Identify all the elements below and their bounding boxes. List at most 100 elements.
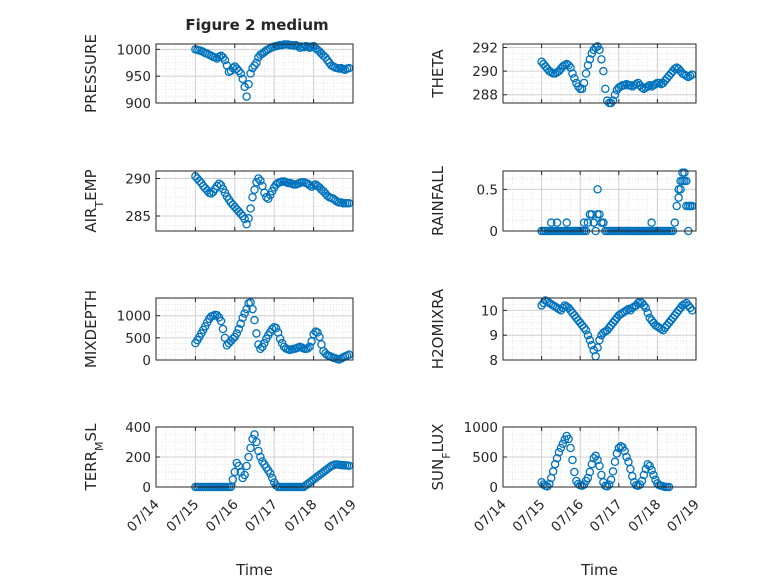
y-tick-label: 9 <box>489 328 498 344</box>
y-tick-label: 0.5 <box>477 182 498 198</box>
data-point <box>236 69 245 78</box>
data-point <box>564 60 573 70</box>
y-tick-label: 400 <box>125 420 151 436</box>
data-point <box>585 467 595 477</box>
data-point <box>234 461 243 471</box>
y-axis-label: PRESSURE <box>82 34 100 113</box>
data-point <box>271 481 281 490</box>
data-point <box>643 459 653 469</box>
data-point <box>587 459 597 469</box>
subplot-4: 0 0.5 RAINFALL <box>429 165 697 240</box>
data-point <box>612 449 622 458</box>
data-point <box>568 69 577 78</box>
data-point <box>589 453 598 463</box>
data-point <box>250 315 259 325</box>
data-point <box>579 78 589 88</box>
data-point <box>682 201 691 211</box>
data-point <box>246 69 255 78</box>
data-point <box>597 55 606 64</box>
data-point <box>228 334 238 343</box>
data-point <box>260 338 269 348</box>
x-axis-label: Time <box>235 561 273 579</box>
data-point <box>649 470 658 480</box>
data-point <box>647 465 656 475</box>
data-point <box>641 303 651 313</box>
data-point <box>676 185 685 194</box>
data-series <box>191 171 354 229</box>
data-point <box>574 479 583 489</box>
data-series <box>537 296 697 361</box>
y-axis-label: MIXDEPTH <box>82 290 100 368</box>
data-point <box>550 459 560 469</box>
data-point <box>552 453 562 463</box>
subplot-6: 8 9 10 H2OMIXRA <box>429 288 697 369</box>
data-point <box>242 219 251 229</box>
data-point <box>595 45 604 55</box>
data-point <box>599 66 608 76</box>
data-point <box>583 473 593 483</box>
data-point <box>685 201 695 211</box>
data-point <box>228 475 238 484</box>
data-point <box>250 430 259 439</box>
y-tick-label: 8 <box>489 353 498 369</box>
data-point <box>670 218 680 227</box>
data-point <box>254 446 263 456</box>
y-tick-label: 950 <box>125 69 151 85</box>
data-series <box>537 42 697 108</box>
data-point <box>545 479 554 489</box>
y-tick-label: 10 <box>481 303 498 319</box>
y-axis-label: THETA <box>429 49 447 99</box>
data-point <box>583 330 593 340</box>
data-point <box>685 303 695 313</box>
data-point <box>256 344 265 354</box>
data-point <box>674 193 683 202</box>
data-series <box>191 298 354 364</box>
data-point <box>252 437 261 447</box>
data-point <box>570 73 579 83</box>
y-tick-label: 288 <box>472 88 498 104</box>
data-point <box>685 71 695 81</box>
subplot-5: 0 500 1000 MIXDEPTH <box>82 290 354 369</box>
data-point <box>250 185 259 194</box>
data-point <box>558 303 568 313</box>
data-point <box>610 457 620 467</box>
data-point <box>595 461 604 471</box>
data-point <box>256 176 265 185</box>
y-axis-label: TERRMSL <box>82 423 106 492</box>
data-point <box>608 467 618 476</box>
y-tick-label: 900 <box>125 96 151 112</box>
data-point <box>547 68 556 77</box>
y-tick-label: 0 <box>489 224 498 240</box>
data-point <box>604 480 614 489</box>
data-point <box>252 58 261 68</box>
axes-box <box>502 43 697 104</box>
data-point <box>539 480 548 489</box>
y-tick-label: 290 <box>125 172 151 188</box>
y-axis-label: H2OMIXRA <box>429 288 447 369</box>
data-point <box>579 218 589 227</box>
y-tick-label: 0 <box>489 480 498 496</box>
data-series <box>191 40 354 101</box>
data-point <box>266 469 275 478</box>
data-point <box>583 60 593 70</box>
data-point <box>620 81 629 90</box>
data-point <box>248 192 257 202</box>
data-point <box>234 324 243 334</box>
data-point <box>602 482 612 491</box>
data-point <box>593 185 602 194</box>
axes-box <box>155 297 354 361</box>
data-point <box>608 96 618 105</box>
data-point <box>267 473 277 483</box>
data-point <box>637 476 647 486</box>
data-point <box>246 204 255 213</box>
data-point <box>601 84 610 94</box>
data-point <box>568 455 577 465</box>
data-point <box>539 298 548 308</box>
data-point <box>244 213 253 223</box>
data-point <box>238 74 247 84</box>
axes-box <box>155 170 354 232</box>
data-point <box>558 439 568 449</box>
data-point <box>242 461 251 471</box>
